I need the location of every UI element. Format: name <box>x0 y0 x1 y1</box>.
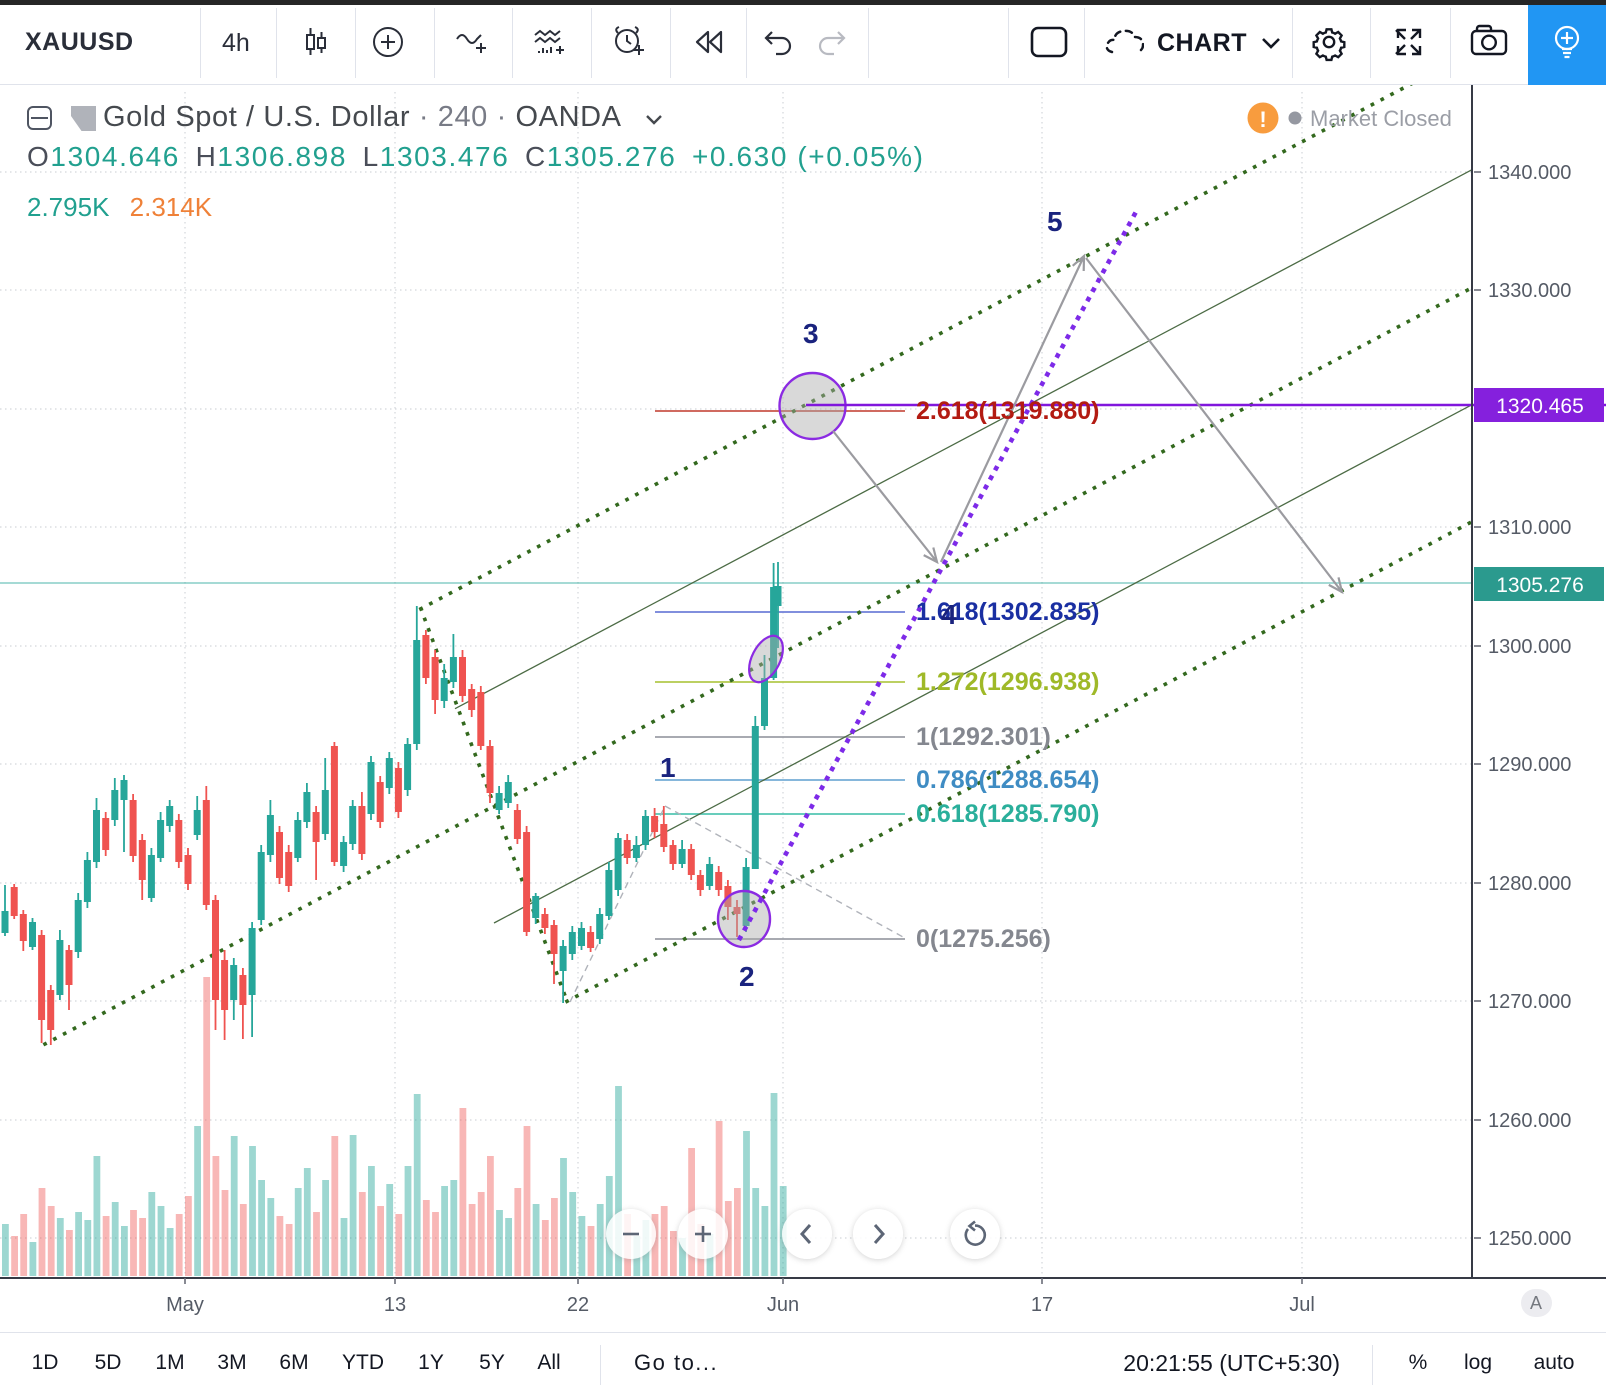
svg-text:0.786(1288.654): 0.786(1288.654) <box>916 766 1099 794</box>
svg-text:17: 17 <box>1031 1294 1053 1316</box>
svg-text:5: 5 <box>1047 206 1063 237</box>
svg-text:Jul: Jul <box>1289 1294 1315 1316</box>
svg-text:1305.276: 1305.276 <box>1496 574 1584 597</box>
svg-text:!: ! <box>1259 107 1266 132</box>
svg-text:0(1275.256): 0(1275.256) <box>916 925 1051 953</box>
svg-text:2.618(1319.880): 2.618(1319.880) <box>916 397 1099 425</box>
svg-text:2: 2 <box>739 961 755 992</box>
svg-text:1: 1 <box>660 752 676 783</box>
svg-text:1280.000: 1280.000 <box>1488 873 1571 895</box>
svg-text:Market Closed: Market Closed <box>1310 106 1452 131</box>
svg-text:1.272(1296.938): 1.272(1296.938) <box>916 668 1099 696</box>
svg-text:13: 13 <box>384 1294 406 1316</box>
svg-text:22: 22 <box>567 1294 589 1316</box>
svg-text:1250.000: 1250.000 <box>1488 1228 1571 1250</box>
svg-text:1330.000: 1330.000 <box>1488 280 1571 302</box>
svg-text:1.618(1302.835): 1.618(1302.835) <box>916 598 1099 626</box>
svg-text:1300.000: 1300.000 <box>1488 636 1571 658</box>
svg-text:4: 4 <box>941 599 957 630</box>
svg-text:3: 3 <box>803 318 819 349</box>
svg-text:1320.465: 1320.465 <box>1496 395 1584 418</box>
svg-text:1270.000: 1270.000 <box>1488 991 1571 1013</box>
svg-text:1290.000: 1290.000 <box>1488 754 1571 776</box>
svg-text:0.618(1285.790): 0.618(1285.790) <box>916 800 1099 828</box>
svg-text:1(1292.301): 1(1292.301) <box>916 723 1051 751</box>
svg-text:1260.000: 1260.000 <box>1488 1110 1571 1132</box>
svg-text:Jun: Jun <box>767 1294 799 1316</box>
svg-text:May: May <box>166 1294 204 1316</box>
svg-text:1310.000: 1310.000 <box>1488 517 1571 539</box>
svg-text:1340.000: 1340.000 <box>1488 162 1571 184</box>
svg-text:A: A <box>1530 1293 1542 1313</box>
